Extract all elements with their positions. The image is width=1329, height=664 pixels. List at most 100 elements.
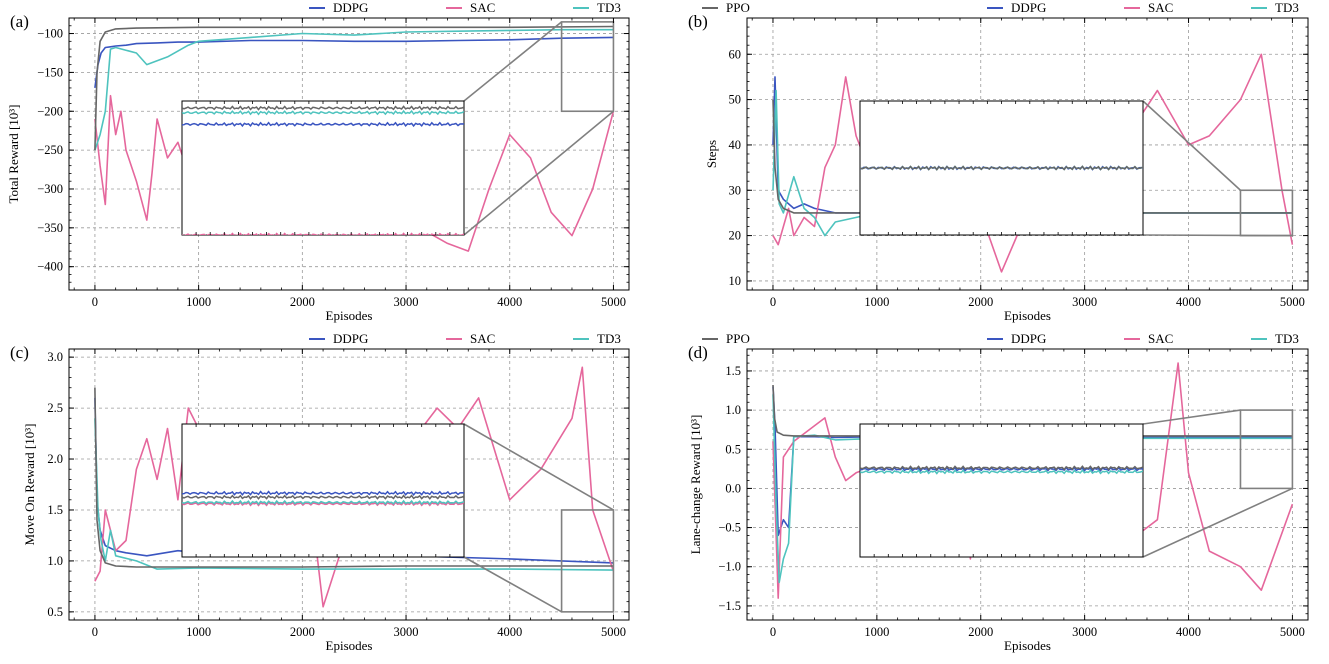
legend-label-ppo: PPO [726, 331, 750, 346]
y-axis-label: Lane-change Reward [10³] [688, 415, 703, 555]
x-tick-label: 3000 [394, 625, 419, 639]
series-line-ddpg [94, 36, 614, 89]
x-axis-label: Episodes [1004, 308, 1051, 323]
legend-label-ddpg: DDPG [1011, 0, 1046, 15]
y-tick-label: −150 [37, 65, 63, 79]
panel-label: (b) [688, 12, 708, 31]
x-tick-label: 2000 [968, 295, 993, 309]
y-tick-label: 1.0 [725, 403, 741, 417]
inset-frame [859, 423, 1144, 558]
legend-label-ppo: PPO [726, 0, 750, 15]
legend-label-td3: TD3 [1275, 0, 1299, 15]
y-tick-label: 2.5 [47, 401, 63, 415]
x-tick-label: 0 [92, 295, 98, 309]
panel-c: 0 1000 2000 3000 4000 5000 0.5 1.0 1.5 2.0 2.5 3.0 E… [10, 331, 750, 653]
legend-label-sac: SAC [1148, 331, 1173, 346]
x-tick-label: 4000 [497, 625, 522, 639]
y-tick-label: −200 [37, 104, 63, 118]
y-tick-label: −250 [37, 143, 63, 157]
series-group [94, 25, 615, 252]
series-line-ppo [94, 25, 614, 151]
inset-series-line-ddpg [182, 121, 464, 128]
zoom-connector-line [463, 423, 614, 511]
legend-label-sac: SAC [470, 331, 495, 346]
y-axis-label: Move On Reward [10³] [22, 424, 37, 546]
zoom-region-box [560, 509, 615, 613]
zoom-region-box [1239, 409, 1294, 490]
legend-label-td3: TD3 [597, 331, 621, 346]
x-axis-label: Episodes [1004, 638, 1051, 653]
series-line-ppo [94, 387, 614, 568]
x-axis-label: Episodes [326, 638, 373, 653]
panel-b: 0 1000 2000 3000 4000 5000 10 20 30 40 50 60 Episode… [688, 0, 1309, 323]
x-tick-label: 1000 [186, 625, 211, 639]
x-tick-label: 3000 [1072, 625, 1097, 639]
zoom-connector-line [463, 21, 563, 102]
zoom-connector-line [1142, 487, 1293, 558]
y-tick-label: 2.0 [47, 452, 63, 466]
inset-series-line-sac [182, 501, 464, 507]
legend-label-ddpg: DDPG [333, 0, 368, 15]
zoom-connector-line [1142, 100, 1242, 191]
panel-label: (a) [10, 12, 29, 31]
inset-panel [181, 423, 465, 558]
y-tick-label: 1.5 [47, 503, 63, 517]
inset-frame [181, 100, 465, 236]
zoom-region-box [560, 21, 615, 113]
y-axis-label: Total Reward [10³] [6, 104, 21, 203]
inset-series-line-ppo [182, 105, 464, 111]
y-tick-label: 0.5 [725, 442, 741, 456]
x-tick-label: 5000 [601, 295, 626, 309]
x-tick-label: 0 [92, 625, 98, 639]
x-tick-label: 5000 [601, 625, 626, 639]
axes-frame [68, 348, 630, 621]
inset-panel [181, 100, 465, 236]
inset-panel [859, 423, 1144, 585]
x-tick-label: 5000 [1280, 625, 1305, 639]
inset-series-line-td3 [182, 109, 464, 116]
legend-label-td3: TD3 [597, 0, 621, 15]
y-tick-label: 20 [729, 229, 742, 243]
axes-frame [68, 17, 630, 291]
x-tick-label: 1000 [864, 295, 889, 309]
legend-label-ddpg: DDPG [333, 331, 368, 346]
y-tick-label: 30 [729, 183, 742, 197]
inset-series-group [860, 165, 1143, 171]
y-tick-label: 0.5 [47, 605, 63, 619]
x-tick-label: 4000 [497, 295, 522, 309]
y-tick-label: −1.0 [718, 560, 741, 574]
inset-series-line-td3 [860, 469, 1143, 475]
x-tick-label: 2000 [968, 625, 993, 639]
inset-series-line-ppo [182, 494, 464, 500]
y-tick-label: 50 [729, 93, 742, 107]
inset-panel [859, 100, 1144, 236]
legend: DDPG SAC TD3 PPO [309, 331, 750, 346]
x-axis-label: Episodes [326, 308, 373, 323]
x-tick-label: 1000 [186, 295, 211, 309]
zoom-connector-line [463, 556, 562, 613]
x-tick-label: 0 [770, 625, 776, 639]
x-tick-label: 5000 [1280, 295, 1305, 309]
y-tick-label: 3.0 [47, 350, 63, 364]
inset-series-line-ddpg [860, 466, 1143, 472]
inset-series-line-ppo [860, 165, 1143, 171]
legend-label-sac: SAC [1148, 0, 1173, 15]
y-tick-label: −0.5 [718, 521, 741, 535]
series-line-td3 [94, 28, 614, 151]
y-tick-label: 1.0 [47, 554, 63, 568]
legend-label-td3: TD3 [1275, 331, 1299, 346]
inset-series-line-ddpg [182, 490, 464, 496]
zoom-connector-line [463, 110, 614, 236]
inset-series-line-td3 [182, 499, 464, 506]
x-tick-label: 4000 [1176, 295, 1201, 309]
x-tick-label: 1000 [864, 625, 889, 639]
legend-label-ddpg: DDPG [1011, 331, 1046, 346]
y-tick-label: 60 [729, 47, 742, 61]
inset-series-line-sac [860, 582, 1143, 585]
y-tick-label: −400 [37, 260, 63, 274]
inset-frame [181, 423, 465, 558]
